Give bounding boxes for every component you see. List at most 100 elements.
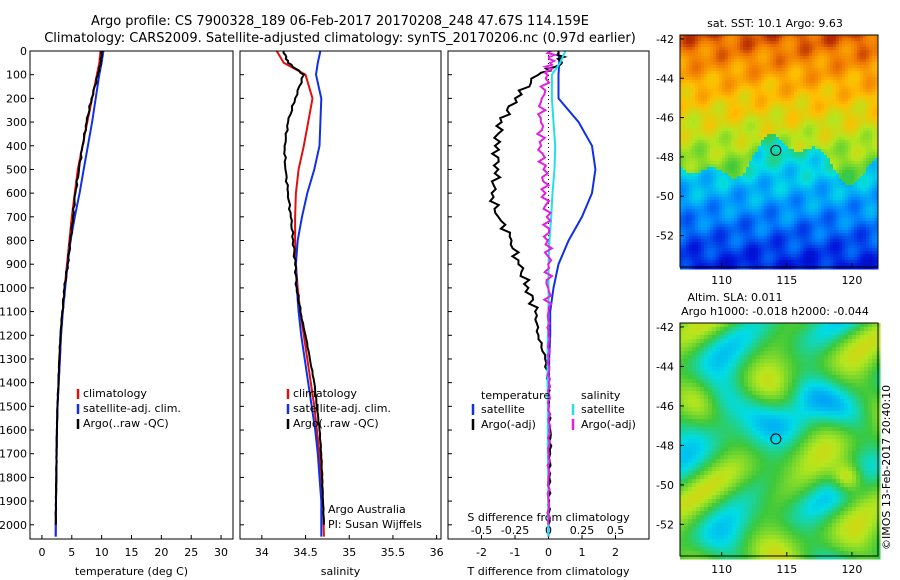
- map-cell: [695, 230, 699, 234]
- map-cell: [758, 149, 762, 153]
- map-cell: [773, 248, 777, 252]
- legend-label: Argo(..raw -QC): [293, 417, 379, 430]
- map-cell: [875, 224, 879, 228]
- map-cell: [761, 41, 765, 45]
- map-cell: [779, 128, 783, 132]
- map-cell: [779, 164, 783, 168]
- map-cell: [839, 41, 843, 45]
- map-cell: [770, 203, 774, 207]
- map-cell: [827, 128, 831, 132]
- map-cell: [692, 44, 696, 48]
- map-cell: [785, 128, 789, 132]
- map-cell: [821, 125, 825, 129]
- map-cell: [722, 104, 726, 108]
- map-cell: [764, 203, 768, 207]
- map-cell: [842, 242, 846, 246]
- map-cell: [776, 200, 780, 204]
- map-cell: [815, 155, 819, 159]
- map-cell: [746, 98, 750, 102]
- map-cell: [683, 194, 687, 198]
- map-cell: [731, 164, 735, 168]
- map-cell: [839, 68, 843, 72]
- map-cell: [728, 248, 732, 252]
- map-cell: [860, 116, 864, 120]
- map-cell: [764, 167, 768, 171]
- map-cell: [833, 245, 837, 249]
- map-cell: [680, 224, 684, 228]
- map-cell: [857, 95, 861, 99]
- map-cell: [779, 119, 783, 123]
- map-cell: [794, 56, 798, 60]
- map-cell: [737, 59, 741, 63]
- map-cell: [728, 128, 732, 132]
- map-cell: [710, 191, 714, 195]
- map-cell: [857, 164, 861, 168]
- map-cell: [725, 194, 729, 198]
- map-cell: [767, 50, 771, 54]
- map-cell: [728, 167, 732, 171]
- map-cell: [707, 41, 711, 45]
- map-cell: [743, 206, 747, 210]
- map-cell: [860, 86, 864, 90]
- map-cell: [707, 182, 711, 186]
- map-cell: [707, 185, 711, 189]
- map-cell: [794, 170, 798, 174]
- map-cell: [779, 44, 783, 48]
- map-cell: [785, 116, 789, 120]
- map-cell: [779, 239, 783, 243]
- map-cell: [803, 164, 807, 168]
- map-cell: [812, 194, 816, 198]
- map-cell: [776, 65, 780, 69]
- map-cell: [860, 95, 864, 99]
- map-cell: [686, 77, 690, 81]
- map-cell: [704, 65, 708, 69]
- map-cell: [836, 98, 840, 102]
- x-tick-label: 30: [214, 546, 228, 559]
- map-cell: [716, 230, 720, 234]
- map-cell: [743, 236, 747, 240]
- map-cell: [842, 245, 846, 249]
- map-cell: [701, 173, 705, 177]
- map-cell: [830, 104, 834, 108]
- map-cell: [785, 134, 789, 138]
- map-cell: [719, 110, 723, 114]
- map-cell: [734, 155, 738, 159]
- map-cell: [755, 62, 759, 66]
- map-cell: [815, 131, 819, 135]
- map-cell: [683, 59, 687, 63]
- map-cell: [830, 95, 834, 99]
- map-cell: [791, 62, 795, 66]
- map-cell: [839, 107, 843, 111]
- map-cell: [836, 77, 840, 81]
- map-cell: [773, 236, 777, 240]
- map-cell: [791, 146, 795, 150]
- map-cell: [704, 179, 708, 183]
- map-cell: [707, 191, 711, 195]
- map-cell: [866, 209, 870, 213]
- map-cell: [839, 137, 843, 141]
- map-cell: [860, 53, 864, 57]
- map-cell: [782, 53, 786, 57]
- map-cell: [875, 62, 879, 66]
- map-cell: [716, 101, 720, 105]
- map-cell: [716, 179, 720, 183]
- map-cell: [698, 47, 702, 51]
- map-cell: [689, 209, 693, 213]
- map-cell: [752, 65, 756, 69]
- map-cell: [713, 59, 717, 63]
- map-cell: [794, 104, 798, 108]
- map-cell: [839, 95, 843, 99]
- map-cell: [767, 56, 771, 60]
- map-cell: [707, 233, 711, 237]
- map-cell: [728, 56, 732, 60]
- map-cell: [860, 59, 864, 63]
- map-cell: [740, 191, 744, 195]
- map-cell: [788, 194, 792, 198]
- map-cell: [689, 254, 693, 258]
- map-cell: [818, 53, 822, 57]
- map-cell: [848, 167, 852, 171]
- map-cell: [710, 224, 714, 228]
- map-cell: [728, 140, 732, 144]
- map-cell: [782, 113, 786, 117]
- map-cell: [740, 77, 744, 81]
